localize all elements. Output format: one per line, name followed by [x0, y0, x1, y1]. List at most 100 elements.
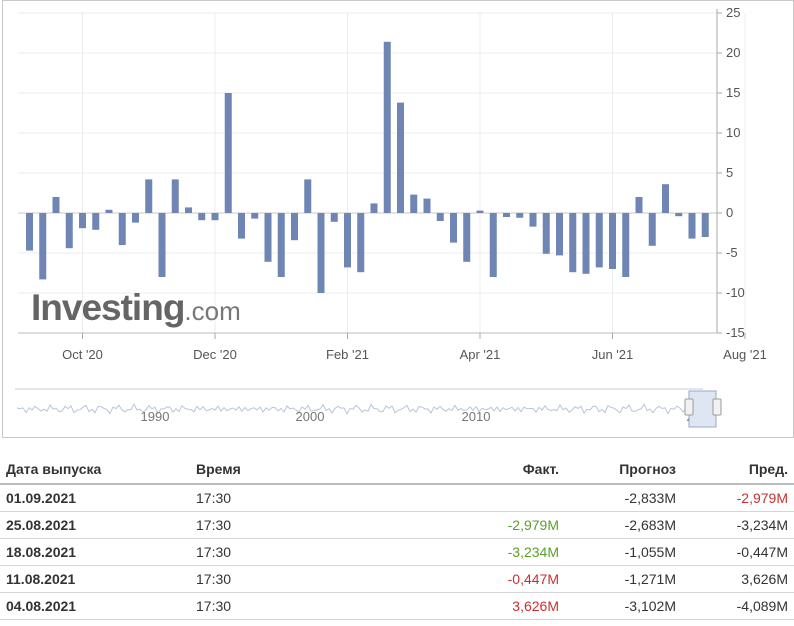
bar[interactable] — [701, 213, 709, 237]
bar[interactable] — [118, 213, 126, 245]
bar[interactable] — [516, 213, 524, 218]
header-actual[interactable]: Факт. — [390, 454, 565, 485]
bar[interactable] — [304, 179, 312, 213]
bar[interactable] — [92, 213, 100, 230]
y-axis: 25 20 15 10 5 0 -5 -10 -15 — [716, 5, 745, 340]
bar[interactable] — [688, 213, 696, 239]
y-tick-label: 20 — [726, 45, 740, 60]
bar[interactable] — [224, 93, 232, 213]
bar[interactable] — [264, 213, 272, 262]
table-row: 25.08.2021 17:30 -2,979M -2,683M -3,234M — [0, 511, 794, 539]
row-time: 17:30 — [190, 511, 390, 539]
bar[interactable] — [463, 213, 471, 262]
bar[interactable] — [542, 213, 550, 254]
bar[interactable] — [211, 213, 219, 221]
row-actual: -3,234M — [390, 538, 565, 566]
bar[interactable] — [635, 197, 643, 213]
bar[interactable] — [595, 213, 603, 268]
bar[interactable] — [410, 194, 418, 213]
bar[interactable] — [65, 213, 73, 249]
bar[interactable] — [52, 197, 60, 213]
bar[interactable] — [450, 213, 457, 243]
navigator-labels: 1990200020102020 — [141, 409, 716, 424]
navigator-left-handle[interactable] — [684, 398, 694, 416]
table-row: 04.08.2021 17:30 3,626M -3,102M -4,089M — [0, 592, 794, 620]
header-date[interactable]: Дата выпуска — [0, 454, 190, 485]
y-tick-label: 15 — [726, 85, 740, 100]
row-actual: -0,447M — [390, 565, 565, 593]
bar[interactable] — [330, 213, 338, 222]
bar[interactable] — [397, 102, 404, 213]
row-forecast: -1,055M — [565, 538, 682, 566]
bar[interactable] — [609, 213, 616, 269]
bar[interactable] — [476, 210, 484, 213]
row-time: 17:30 — [190, 592, 390, 620]
bar[interactable] — [26, 213, 33, 251]
row-date: 01.09.2021 — [0, 484, 190, 512]
bar[interactable] — [344, 213, 351, 268]
bar[interactable] — [436, 213, 444, 221]
header-previous[interactable]: Пред. — [682, 454, 794, 485]
row-previous: -3,234M — [682, 511, 794, 539]
row-forecast: -1,271M — [565, 565, 682, 593]
y-tick-label: -15 — [726, 325, 745, 340]
bar[interactable] — [171, 179, 179, 213]
bar[interactable] — [158, 213, 166, 277]
bar[interactable] — [529, 213, 537, 227]
bar[interactable] — [489, 213, 497, 277]
row-time: 17:30 — [190, 565, 390, 593]
bar[interactable] — [582, 213, 590, 274]
y-tick-label: -5 — [726, 245, 738, 260]
bar-chart: 25 20 15 10 5 0 -5 -10 -15 Oct '20 Dec '20 Feb '21… — [18, 5, 767, 362]
y-tick-label: 0 — [726, 205, 733, 220]
bars-group — [26, 41, 709, 293]
row-previous: -0,447M — [682, 538, 794, 566]
x-tick-label: Feb '21 — [326, 347, 369, 362]
navigator-year-label: 1990 — [141, 409, 170, 424]
x-tick-label: Jun '21 — [592, 347, 634, 362]
header-forecast[interactable]: Прогноз — [565, 454, 682, 485]
y-tick-label: 10 — [726, 125, 740, 140]
y-tick-label: -10 — [726, 285, 745, 300]
x-tick-label: Apr '21 — [460, 347, 501, 362]
bar[interactable] — [291, 213, 298, 241]
navigator-right-handle[interactable] — [712, 398, 722, 416]
table-row: 01.09.2021 17:30 -2,833M -2,979M — [0, 484, 794, 512]
bar[interactable] — [662, 184, 669, 213]
bar[interactable] — [357, 213, 365, 273]
navigator-year-label: 2010 — [462, 409, 491, 424]
bar[interactable] — [423, 198, 431, 213]
bar[interactable] — [622, 213, 630, 277]
table-row: 18.08.2021 17:30 -3,234M -1,055M -0,447M — [0, 538, 794, 566]
bar[interactable] — [145, 179, 153, 213]
bar[interactable] — [132, 213, 139, 223]
bar[interactable] — [238, 213, 245, 239]
y-tick-label: 5 — [726, 165, 733, 180]
bar[interactable] — [556, 213, 563, 256]
x-tick-label: Dec '20 — [193, 347, 237, 362]
row-actual — [390, 484, 565, 512]
bar[interactable] — [105, 209, 113, 213]
bar[interactable] — [317, 213, 325, 293]
bar[interactable] — [277, 213, 285, 277]
bar[interactable] — [675, 213, 683, 217]
bar[interactable] — [370, 203, 378, 213]
bar[interactable] — [648, 213, 656, 246]
bar[interactable] — [185, 207, 192, 213]
bar[interactable] — [251, 213, 259, 219]
range-navigator[interactable]: 1990200020102020 — [3, 381, 793, 437]
bar[interactable] — [383, 41, 391, 213]
header-time[interactable]: Время — [190, 454, 390, 485]
x-axis: Oct '20 Dec '20 Feb '21 Apr '21 Jun '21 Aug '… — [18, 332, 767, 362]
row-actual: 3,626M — [390, 592, 565, 620]
bar[interactable] — [79, 213, 86, 229]
bar[interactable] — [503, 213, 510, 217]
bar[interactable] — [198, 213, 206, 221]
x-tick-label: Aug '21 — [723, 347, 767, 362]
bar[interactable] — [39, 213, 47, 280]
bar[interactable] — [569, 213, 577, 273]
history-table: Дата выпуска Время Факт. Прогноз Пред. 0… — [0, 454, 794, 620]
row-actual: -2,979M — [390, 511, 565, 539]
row-previous: -4,089M — [682, 592, 794, 620]
row-date: 18.08.2021 — [0, 538, 190, 566]
